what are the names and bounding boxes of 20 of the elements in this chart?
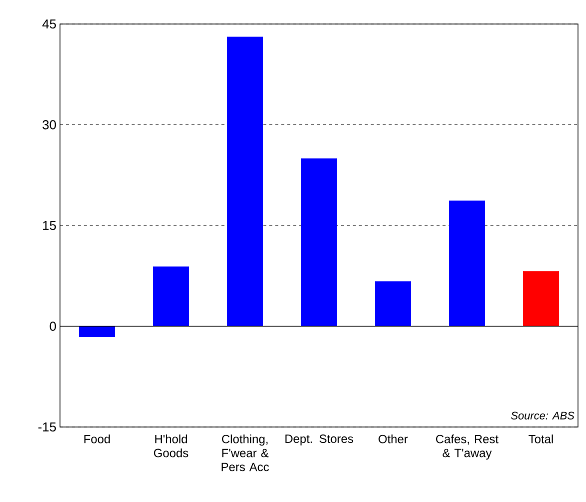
y-tick-label: 45 — [42, 19, 56, 29]
x-tick-label: Food — [84, 434, 110, 444]
bar — [449, 200, 485, 326]
bar — [227, 36, 263, 326]
y-tick-label: -15 — [38, 422, 56, 432]
x-tick-label: Other — [378, 434, 408, 444]
y-tick-label: 30 — [42, 120, 56, 130]
bar — [153, 266, 189, 326]
x-tick-label: Cafes, Rest & T'away — [436, 434, 498, 460]
x-tick-label: Clothing, F'wear & Pers Acc — [222, 434, 269, 472]
x-tick-label: H'hold Goods — [154, 434, 188, 458]
bar — [523, 271, 559, 326]
x-tick-label: Total — [528, 434, 553, 444]
y-tick-label: 15 — [43, 220, 56, 230]
bar — [301, 158, 337, 326]
annotation: Source: ABS — [511, 412, 574, 420]
bar — [79, 326, 115, 337]
x-tick-label: Dept. Stores — [285, 434, 354, 446]
y-tick-label: 0 — [50, 322, 56, 331]
bar — [375, 281, 411, 326]
